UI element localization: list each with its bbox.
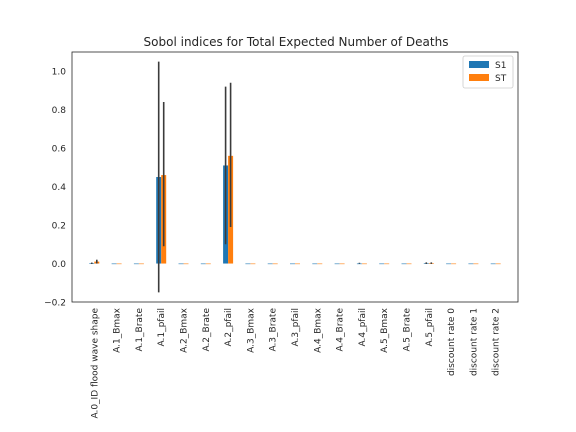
x-tick-label: A.1_pfail: [157, 308, 167, 346]
chart-title: Sobol indices for Total Expected Number …: [144, 35, 449, 49]
x-tick-label: A.4_Brate: [336, 308, 346, 352]
bar-st-18: [495, 263, 501, 265]
bar-s1-8: [267, 263, 273, 265]
x-tick-label: A.5_Brate: [403, 308, 413, 352]
x-tick-label: A.1_Brate: [135, 308, 145, 352]
bar-s1-18: [490, 263, 496, 265]
y-tick-label: 0.0: [52, 260, 67, 270]
plot-area: [89, 61, 501, 293]
x-tick-label: A.1_Bmax: [113, 307, 123, 353]
legend-swatch-s1: [469, 61, 489, 68]
x-tick-label: A.5_Bmax: [380, 307, 390, 353]
bar-st-7: [250, 263, 256, 265]
bar-s1-10: [312, 263, 318, 265]
x-tick-label: A.3_Bmax: [246, 307, 256, 353]
y-tick-label: −0.2: [44, 299, 66, 309]
y-tick-label: 0.4: [52, 183, 67, 193]
bar-st-1: [116, 263, 122, 265]
bar-s1-17: [468, 263, 474, 265]
bar-s1-4: [178, 263, 184, 265]
x-tick-label: A.5_pfail: [425, 308, 435, 346]
legend-label-s1: S1: [495, 61, 506, 71]
y-tick-label: 1.0: [52, 68, 67, 78]
x-tick-label: A.3_pfail: [291, 308, 301, 346]
bar-s1-7: [245, 263, 251, 265]
bar-s1-11: [334, 263, 340, 265]
x-tick-label: A.4_pfail: [358, 308, 368, 346]
x-tick-label: discount rate 0: [447, 308, 457, 376]
bar-s1-13: [379, 263, 385, 265]
bar-s1-16: [446, 263, 452, 265]
bar-st-4: [183, 263, 189, 265]
bar-s1-5: [200, 263, 206, 265]
legend-swatch-st: [469, 74, 489, 81]
x-tick-label: A.2_pfail: [224, 308, 234, 346]
legend: S1 ST: [462, 55, 514, 89]
x-tick-label: A.4_Bmax: [313, 307, 323, 353]
bar-st-16: [451, 263, 457, 265]
x-tick-label: discount rate 1: [469, 308, 479, 376]
y-tick-label: 0.8: [52, 106, 67, 116]
bar-st-14: [406, 263, 412, 265]
x-tick-label: A.3_Brate: [269, 308, 279, 352]
bar-st-5: [205, 263, 211, 265]
bar-s1-9: [290, 263, 295, 265]
y-tick-label: 0.6: [52, 145, 67, 155]
bar-st-13: [384, 263, 390, 265]
x-axis-ticks: A.0_ID flood wave shape A.1_Bmax A.1_Brate…: [90, 307, 501, 418]
bar-s1-12: [356, 263, 362, 265]
bar-st-9: [295, 263, 300, 265]
bar-st-2: [138, 263, 144, 265]
bar-st-11: [339, 263, 345, 265]
bar-s1-14: [401, 263, 407, 265]
x-tick-label: discount rate 2: [492, 308, 502, 376]
bar-st-8: [272, 263, 278, 265]
x-tick-label: A.0_ID flood wave shape: [90, 308, 100, 419]
x-tick-label: A.2_Brate: [202, 308, 212, 352]
bar-st-10: [317, 263, 323, 265]
bar-s1-1: [111, 263, 117, 265]
plot-frame: [71, 51, 519, 303]
y-axis-ticks: −0.2 0.0 0.2 0.4 0.6 0.8 1.0: [44, 68, 66, 309]
bar-st-17: [473, 263, 479, 265]
x-tick-label: A.2_Bmax: [180, 307, 190, 353]
y-tick-label: 0.2: [52, 222, 66, 232]
bar-st-12: [361, 263, 367, 265]
legend-label-st: ST: [495, 74, 507, 84]
bar-s1-2: [133, 263, 139, 265]
